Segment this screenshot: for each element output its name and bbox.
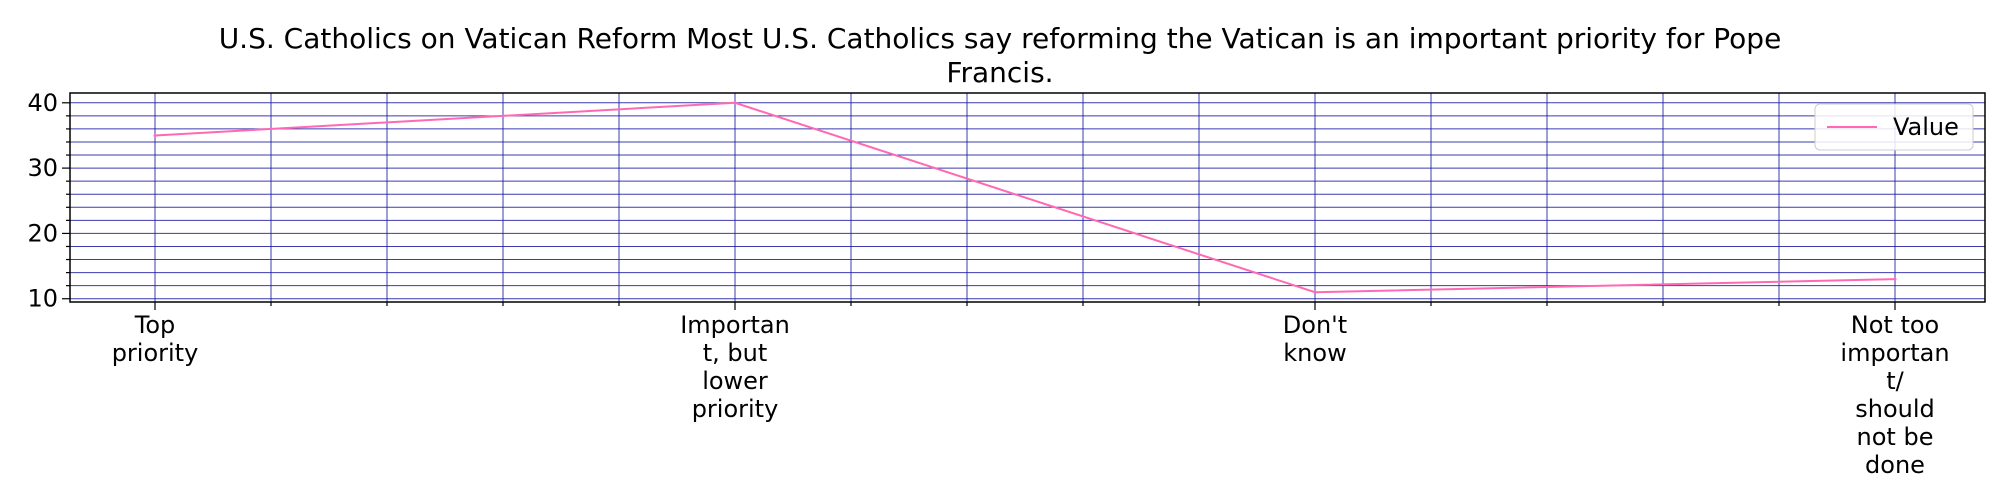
series-line-value — [154, 101, 1896, 294]
x-tick-label: Top priority — [112, 311, 199, 367]
chart-title-line-2: Francis. — [946, 56, 1054, 89]
chart-title-line-1: U.S. Catholics on Vatican Reform Most U.… — [218, 22, 1782, 55]
data-point — [153, 133, 157, 137]
y-tick-label: 40 — [27, 89, 58, 117]
data-point — [1893, 277, 1897, 281]
legend: Value — [1814, 103, 1974, 151]
grid — [70, 93, 1985, 302]
y-tick-label: 30 — [27, 154, 58, 182]
x-tick-label: Importan t, but lower priority — [680, 311, 790, 423]
axes: 10 20 30 40 Top priority Importan t, but lower pr… — [27, 89, 1986, 479]
data-point — [1313, 290, 1317, 294]
legend-label: Value — [1893, 113, 1959, 141]
y-tick-label: 10 — [27, 285, 58, 313]
legend-box — [1814, 103, 1974, 151]
chart-title: U.S. Catholics on Vatican Reform Most U.… — [0, 22, 2000, 90]
x-tick-label: Don't know — [1283, 311, 1347, 367]
y-tick-label: 20 — [27, 219, 58, 247]
data-point — [733, 101, 737, 105]
x-tick-label: Not too importan t/should not be done — [1840, 311, 1949, 479]
series-layer — [153, 101, 1897, 294]
plot-frame — [69, 92, 1986, 303]
